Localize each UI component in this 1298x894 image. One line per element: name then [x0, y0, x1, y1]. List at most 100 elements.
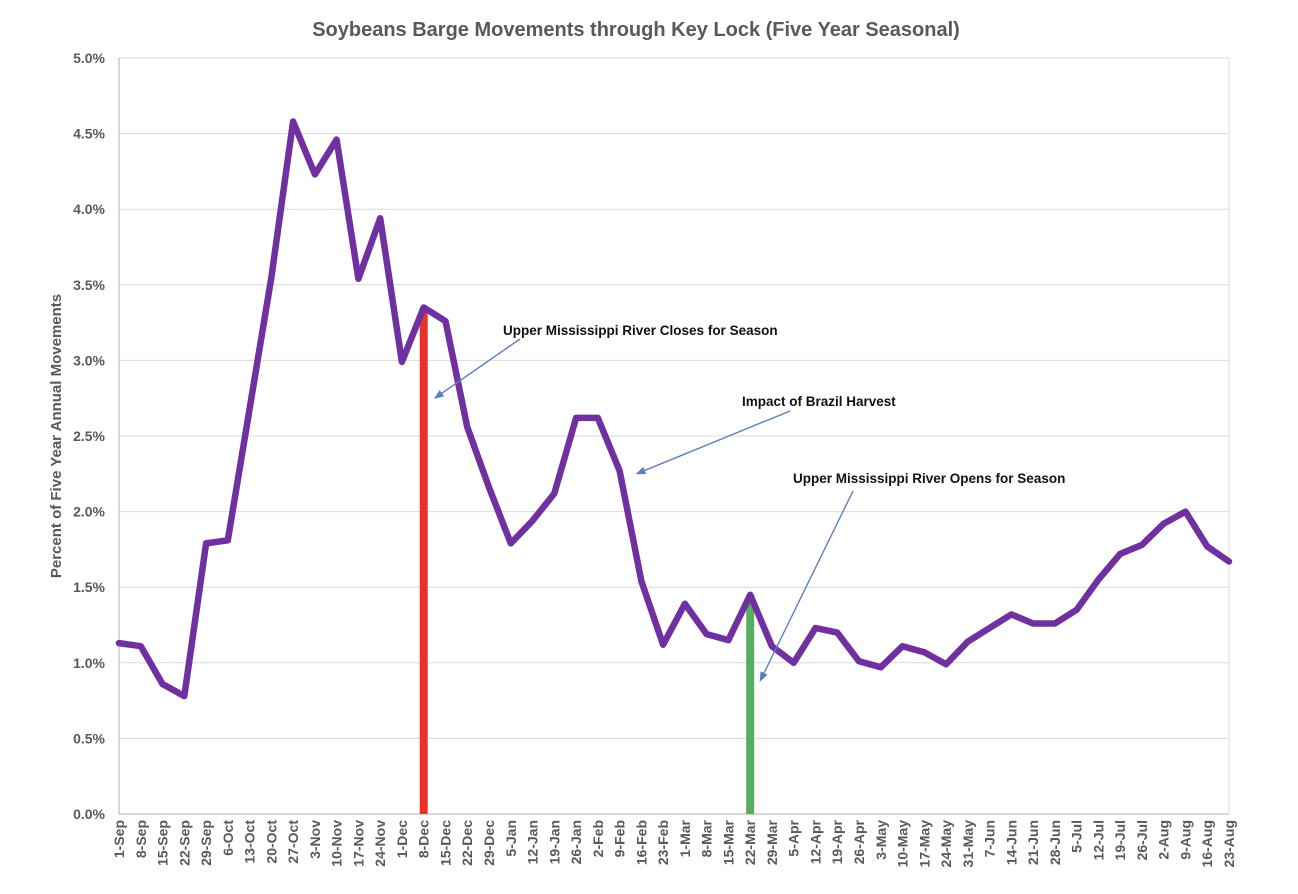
data-point: [748, 593, 752, 597]
data-point: [204, 541, 208, 545]
x-tick-label: 15-Dec: [437, 820, 453, 866]
data-point: [182, 694, 186, 698]
data-point: [422, 305, 426, 309]
annotation-text: Upper Mississippi River Closes for Seaso…: [503, 323, 778, 338]
annotation-arrow: [635, 410, 791, 475]
data-point: [1009, 612, 1013, 616]
x-tick-label: 10-May: [895, 820, 911, 868]
series-line: [115, 118, 1233, 700]
data-point: [879, 665, 883, 669]
x-tick-label: 3-Nov: [307, 820, 323, 859]
x-tick-label: 21-Jun: [1025, 820, 1041, 865]
data-point: [705, 632, 709, 636]
data-point: [813, 626, 817, 630]
annotation-arrow: [433, 338, 521, 399]
y-tick-label: 1.0%: [73, 655, 105, 671]
data-point: [356, 277, 360, 281]
x-tick-label: 12-Apr: [807, 819, 823, 864]
data-point: [269, 275, 273, 279]
x-tick-label: 24-May: [938, 820, 954, 868]
gridlines: [118, 57, 1230, 815]
x-tick-label: 9-Aug: [1177, 820, 1193, 860]
x-tick-label: 7-Jun: [982, 820, 998, 857]
y-tick-label: 3.5%: [73, 277, 105, 293]
x-tick-label: 1-Dec: [394, 820, 410, 858]
data-point: [552, 491, 556, 495]
data-point: [1118, 552, 1122, 556]
x-tick-label: 10-Nov: [329, 820, 345, 867]
x-tick-label: 26-Jan: [568, 820, 584, 864]
x-axis-ticks: 1-Sep 8-Sep 15-Sep 22-Sep 29-Sep 6-Oct 13-Oct 2…: [111, 819, 1237, 867]
x-tick-label: 29-Dec: [481, 820, 497, 866]
annotation-text: Upper Mississippi River Opens for Season: [793, 471, 1065, 486]
x-tick-label: 23-Aug: [1221, 820, 1237, 867]
data-point: [139, 644, 143, 648]
x-tick-label: 14-Jun: [1003, 820, 1019, 865]
x-tick-label: 16-Aug: [1199, 820, 1215, 867]
annotation-arrow: [759, 490, 854, 682]
data-point: [400, 360, 404, 364]
data-point: [966, 640, 970, 644]
x-tick-label: 12-Jan: [525, 820, 541, 864]
data-point: [988, 626, 992, 630]
annotation-text: Impact of Brazil Harvest: [742, 394, 896, 409]
x-tick-label: 17-May: [916, 820, 932, 868]
data-point: [335, 138, 339, 142]
data-point: [639, 579, 643, 583]
data-point: [1031, 621, 1035, 625]
y-tick-label: 5.0%: [73, 50, 105, 66]
data-point: [1183, 510, 1187, 514]
x-tick-label: 2-Feb: [590, 820, 606, 857]
data-point: [922, 650, 926, 654]
y-tick-label: 0.5%: [73, 730, 105, 746]
x-tick-label: 20-Oct: [263, 820, 279, 864]
x-tick-label: 5-Apr: [786, 819, 802, 856]
data-point: [487, 485, 491, 489]
y-tick-label: 4.5%: [73, 126, 105, 142]
x-tick-label: 22-Sep: [176, 820, 192, 866]
x-tick-label: 17-Nov: [350, 820, 366, 867]
x-tick-label: 19-Jul: [1112, 820, 1128, 860]
x-tick-label: 8-Sep: [133, 820, 149, 858]
x-tick-label: 13-Oct: [242, 820, 258, 864]
data-point: [792, 661, 796, 665]
data-point: [465, 425, 469, 429]
x-tick-label: 22-Mar: [742, 819, 758, 865]
annotations: Upper Mississippi River Closes for Seaso…: [433, 323, 1065, 682]
x-tick-label: 26-Jul: [1134, 820, 1150, 860]
data-point: [901, 644, 905, 648]
data-point: [313, 172, 317, 176]
data-point: [1205, 544, 1209, 548]
x-tick-label: 29-Sep: [198, 820, 214, 866]
x-tick-label: 26-Apr: [851, 819, 867, 864]
data-point: [117, 641, 121, 645]
y-tick-label: 1.5%: [73, 579, 105, 595]
x-tick-label: 22-Dec: [459, 820, 475, 866]
x-tick-label: 5-Jan: [503, 820, 519, 857]
data-point: [226, 538, 230, 542]
data-point: [443, 319, 447, 323]
x-tick-label: 15-Sep: [155, 820, 171, 866]
data-point: [944, 662, 948, 666]
data-point: [1227, 559, 1231, 563]
chart-title: Soybeans Barge Movements through Key Loc…: [312, 19, 960, 41]
y-tick-label: 4.0%: [73, 201, 105, 217]
data-point: [248, 407, 252, 411]
x-tick-label: 8-Dec: [416, 820, 432, 858]
x-tick-label: 15-Mar: [720, 819, 736, 865]
x-tick-label: 31-May: [960, 820, 976, 868]
series-layer: [115, 118, 1233, 700]
x-tick-label: 12-Jul: [1090, 820, 1106, 860]
data-point: [661, 643, 665, 647]
data-point: [531, 519, 535, 523]
x-tick-label: 8-Mar: [699, 819, 715, 857]
data-point: [835, 631, 839, 635]
data-point: [509, 541, 513, 545]
data-point: [596, 416, 600, 420]
x-tick-label: 2-Aug: [1156, 820, 1172, 860]
x-tick-label: 24-Nov: [372, 820, 388, 867]
x-tick-label: 1-Mar: [677, 819, 693, 857]
x-tick-label: 19-Jan: [546, 820, 562, 864]
x-tick-label: 29-Mar: [764, 819, 780, 865]
y-axis-ticks: 0.0% 0.5% 1.0% 1.5% 2.0% 2.5% 3.0% 3.5% 4.0% 4.5%…: [73, 50, 105, 822]
